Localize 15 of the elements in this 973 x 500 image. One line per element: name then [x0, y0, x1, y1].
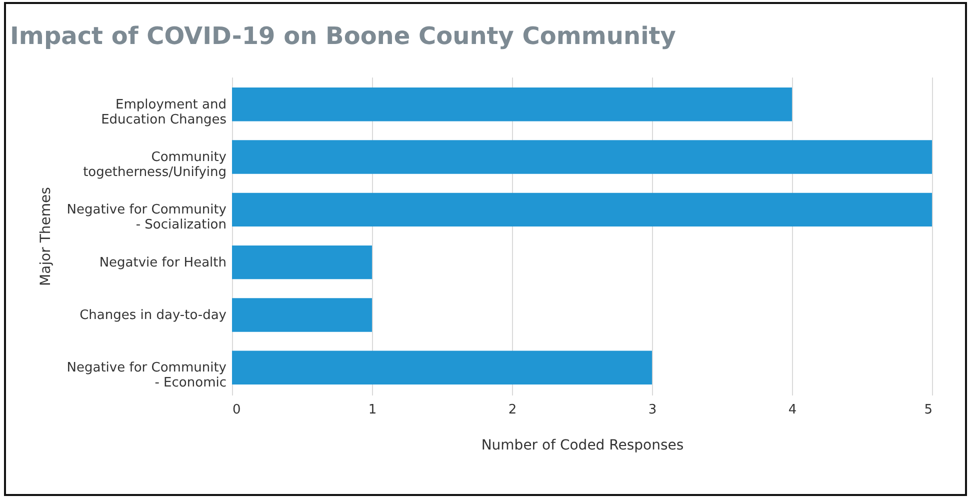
y-tick-label: Community togetherness/Unifying [83, 150, 227, 180]
x-tick-label: 1 [368, 402, 377, 418]
y-tick-label: Negative for Community - Socialization [66, 202, 227, 233]
x-tick-label: 5 [924, 402, 932, 418]
x-tick-label: 3 [648, 402, 657, 418]
y-tick-label: Negatvie for Health [99, 255, 226, 270]
x-axis-title: Number of Coded Responses [481, 438, 684, 454]
y-tick-label: Employment and Education Changes [101, 97, 227, 128]
y-tick-label: Changes in day-to-day [80, 308, 227, 323]
x-tick-label: 4 [788, 402, 797, 418]
x-tick-label: 0 [232, 402, 241, 418]
chart-title: Impact of COVID-19 on Boone County Community [10, 22, 676, 50]
y-tick-label: Negative for Community - Economic [66, 360, 227, 391]
x-tick-label: 2 [508, 402, 517, 418]
y-axis-title: Major Themes [38, 187, 54, 286]
